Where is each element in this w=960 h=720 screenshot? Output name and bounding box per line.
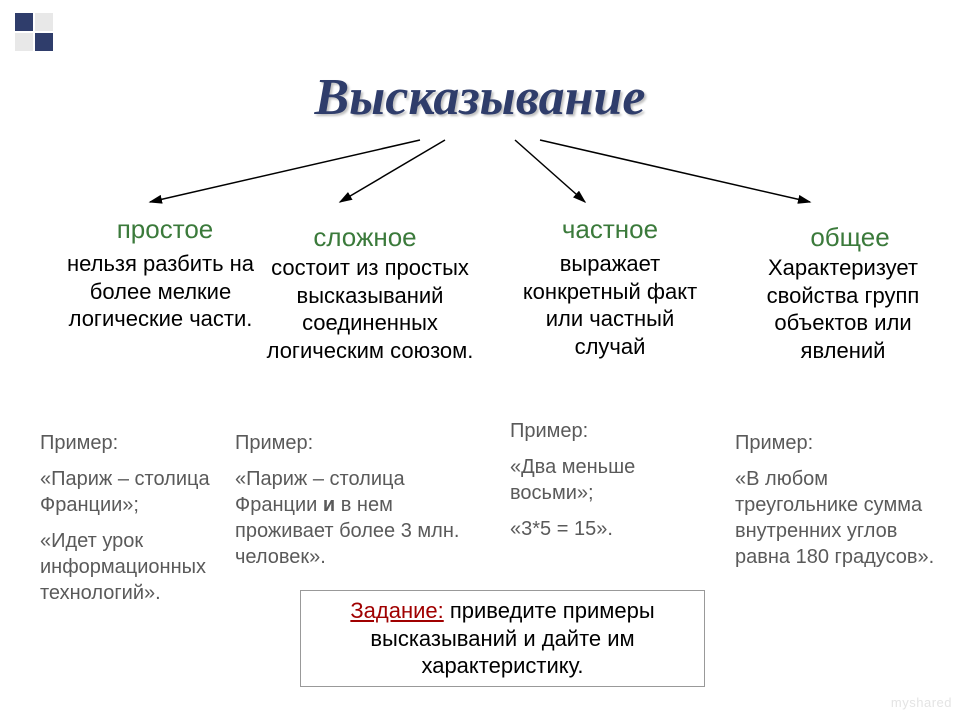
page-title: Высказывание [0, 68, 960, 127]
example-item: «Париж – столица Франции»; [40, 466, 230, 518]
category-title: сложное [285, 222, 445, 253]
example-label: Пример: [235, 430, 485, 456]
example-item: «В любом треугольнике сумма внутренних у… [735, 466, 943, 570]
example-item: «3*5 = 15». [510, 516, 710, 542]
example-item: «Париж – столица Франции и в нем прожива… [235, 466, 485, 570]
category-title: частное [530, 214, 690, 245]
category-example: Пример: «Париж – столица Франции и в нем … [235, 430, 485, 580]
category-description: состоит из простых высказываний соединен… [265, 254, 475, 364]
example-item: «Идет урок информационных технологий». [40, 528, 230, 606]
category-title: простое [85, 214, 245, 245]
task-label: Задание: [350, 598, 443, 623]
category-description: нельзя разбить на более мелкие логически… [58, 250, 263, 333]
example-label: Пример: [40, 430, 230, 456]
corner-decor [14, 12, 54, 52]
category-title: общее [770, 222, 930, 253]
example-label: Пример: [735, 430, 943, 456]
decor-square [15, 33, 33, 51]
category-example: Пример: «В любом треугольнике сумма внутр… [735, 430, 943, 580]
category-description: Характеризует свойства групп объектов ил… [738, 254, 948, 364]
decor-square [35, 13, 53, 31]
decor-square [15, 13, 33, 31]
task-box: Задание: приведите примеры высказываний … [300, 590, 705, 687]
decor-square [35, 33, 53, 51]
watermark: myshared [891, 695, 952, 710]
category-example: Пример: «Два меньше восьми»; «3*5 = 15». [510, 418, 710, 552]
example-label: Пример: [510, 418, 710, 444]
arrows-svg [0, 130, 960, 220]
category-example: Пример: «Париж – столица Франции»; «Идет у… [40, 430, 230, 616]
category-description: выражает конкретный факт или частный слу… [510, 250, 710, 360]
example-item: «Два меньше восьми»; [510, 454, 710, 506]
